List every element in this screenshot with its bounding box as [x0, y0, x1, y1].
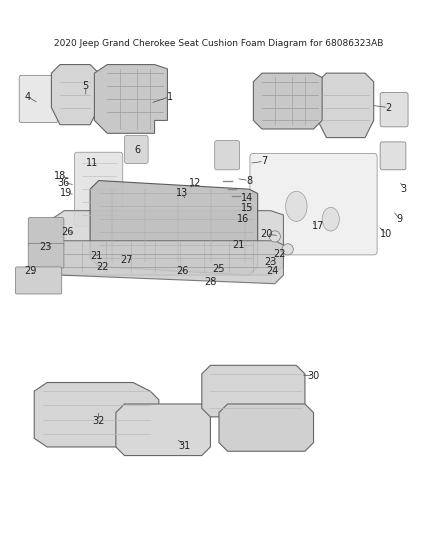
Text: 21: 21 [232, 240, 244, 250]
Title: 2020 Jeep Grand Cherokee Seat Cushion Foam Diagram for 68086323AB: 2020 Jeep Grand Cherokee Seat Cushion Fo… [54, 39, 384, 48]
Text: 22: 22 [97, 262, 109, 271]
Text: 24: 24 [266, 266, 279, 276]
Text: 15: 15 [241, 204, 253, 214]
Text: 23: 23 [39, 242, 51, 252]
Circle shape [269, 231, 280, 242]
Text: 29: 29 [24, 266, 36, 276]
Ellipse shape [286, 191, 307, 221]
Polygon shape [116, 404, 210, 456]
FancyBboxPatch shape [28, 217, 64, 247]
FancyBboxPatch shape [15, 267, 62, 294]
Text: 13: 13 [177, 189, 189, 198]
Text: 12: 12 [189, 177, 201, 188]
Text: 23: 23 [265, 257, 277, 267]
Text: 8: 8 [246, 175, 252, 185]
Text: 4: 4 [25, 92, 31, 102]
Ellipse shape [322, 207, 339, 231]
Text: 30: 30 [307, 371, 320, 381]
Text: 9: 9 [396, 214, 403, 224]
Text: 16: 16 [237, 214, 249, 224]
Text: 17: 17 [311, 221, 324, 231]
FancyBboxPatch shape [215, 141, 240, 170]
Text: 3: 3 [401, 184, 407, 194]
Text: 26: 26 [176, 266, 189, 276]
Text: 32: 32 [92, 416, 105, 426]
Text: 5: 5 [83, 81, 89, 91]
Polygon shape [318, 73, 374, 138]
FancyBboxPatch shape [380, 93, 408, 127]
Circle shape [282, 244, 293, 255]
Polygon shape [51, 241, 283, 284]
FancyBboxPatch shape [380, 142, 406, 170]
Text: 21: 21 [90, 251, 103, 261]
Polygon shape [51, 211, 283, 275]
Text: 26: 26 [62, 227, 74, 237]
FancyBboxPatch shape [124, 135, 148, 164]
FancyBboxPatch shape [19, 75, 58, 123]
Text: 6: 6 [134, 146, 141, 156]
Text: 22: 22 [273, 248, 286, 259]
Text: 25: 25 [213, 264, 225, 273]
Text: 10: 10 [381, 229, 393, 239]
Polygon shape [219, 404, 314, 451]
Polygon shape [51, 64, 99, 125]
Text: 18: 18 [54, 171, 66, 181]
Text: 2: 2 [385, 102, 392, 112]
FancyBboxPatch shape [74, 152, 123, 226]
Text: 11: 11 [86, 158, 99, 168]
Text: 1: 1 [166, 92, 173, 102]
Text: 19: 19 [60, 189, 73, 198]
FancyBboxPatch shape [28, 243, 64, 268]
Polygon shape [95, 64, 167, 133]
Text: 20: 20 [260, 229, 272, 239]
Polygon shape [34, 383, 159, 447]
Text: 27: 27 [120, 255, 133, 265]
Text: 14: 14 [241, 193, 253, 203]
Text: 31: 31 [179, 441, 191, 451]
Text: 7: 7 [261, 156, 267, 166]
Text: 36: 36 [57, 177, 70, 188]
FancyBboxPatch shape [250, 154, 377, 255]
Text: 28: 28 [204, 277, 217, 287]
Polygon shape [202, 365, 305, 417]
Polygon shape [90, 181, 258, 275]
Polygon shape [253, 73, 322, 129]
